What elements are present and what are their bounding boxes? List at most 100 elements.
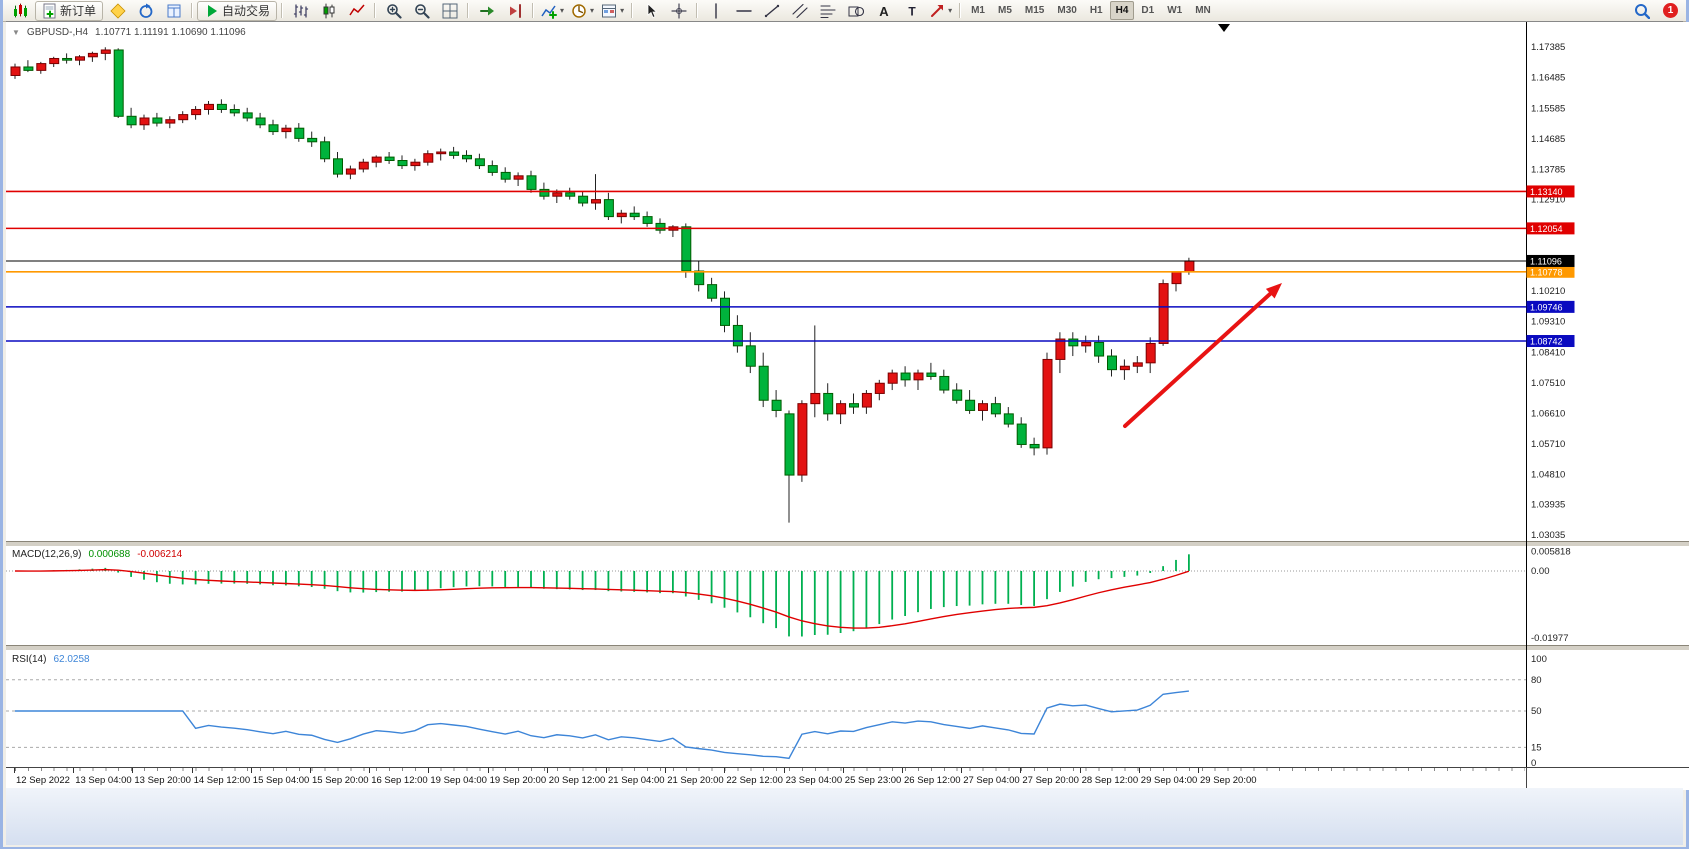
panel-divider[interactable] <box>6 645 1689 651</box>
zoom-out-button[interactable] <box>408 1 435 21</box>
data-window-button[interactable] <box>160 1 187 21</box>
candle <box>333 151 343 178</box>
one-click-trading-toggle[interactable]: ▼ <box>12 28 20 37</box>
timeframe-m5[interactable]: M5 <box>998 5 1012 16</box>
candle <box>526 170 537 193</box>
dropdown-caret[interactable]: ▾ <box>590 6 595 15</box>
time-axis-label: 15 Sep 04:00 <box>252 775 310 786</box>
panel-divider[interactable] <box>6 541 1689 547</box>
timeframe-mn[interactable]: MN <box>1195 5 1211 16</box>
autotrading-button[interactable]: 自动交易 <box>197 0 278 21</box>
dropdown-caret[interactable]: ▾ <box>620 6 625 15</box>
arrows-button[interactable]: ▾ <box>926 1 955 21</box>
candle <box>242 107 253 122</box>
time-axis-label: 29 Sep 04:00 <box>1140 775 1198 786</box>
candle <box>500 167 511 183</box>
candle <box>655 218 666 234</box>
candle <box>474 153 485 170</box>
tile-windows-button[interactable] <box>436 1 463 21</box>
horizontal-line-button[interactable] <box>730 1 757 21</box>
time-axis-label: 29 Sep 20:00 <box>1200 775 1257 786</box>
autotrading-icon <box>208 4 218 17</box>
chart-shift-button[interactable] <box>501 1 528 21</box>
svg-text:1.12054: 1.12054 <box>1530 224 1563 234</box>
label-button[interactable]: T <box>898 1 925 21</box>
candle <box>436 148 447 161</box>
chart-shift-icon <box>509 3 521 18</box>
time-axis-label: 27 Sep 04:00 <box>963 775 1020 786</box>
metaeditor-button[interactable] <box>104 1 131 21</box>
time-axis-tick <box>546 768 548 773</box>
timeframe-m15[interactable]: M15 <box>1024 5 1045 16</box>
time-axis-tick <box>606 768 607 773</box>
time-axis-tick <box>724 768 726 773</box>
candle <box>10 63 21 79</box>
timeframe-w1[interactable]: W1 <box>1167 5 1183 16</box>
indicators-button[interactable]: ▾ <box>538 1 567 21</box>
refresh-button[interactable] <box>132 1 159 21</box>
trendline-button[interactable] <box>758 1 785 21</box>
toolbar: 新订单 自动交易 ▾ ▾ ▾ A T ▾ M1 M5 M15 M30 H1 H4 D1 W1 MN 1 <box>3 0 1686 22</box>
templates-button[interactable]: ▾ <box>598 1 627 21</box>
templates-icon <box>602 4 617 17</box>
candle <box>49 56 60 67</box>
refresh-icon <box>139 3 152 18</box>
timeframe-d1[interactable]: D1 <box>1141 5 1155 16</box>
new_order-label: 新订单 <box>60 4 97 18</box>
dropdown-caret[interactable]: ▾ <box>948 6 953 15</box>
candle <box>900 366 911 387</box>
trend-arrow-object[interactable] <box>1123 283 1282 428</box>
search-button[interactable] <box>1628 1 1655 21</box>
vertical-line-icon <box>714 2 717 19</box>
candle <box>294 123 305 142</box>
svg-text:T: T <box>908 4 916 18</box>
autotrading-label: 自动交易 <box>222 4 271 18</box>
periods-button[interactable]: ▾ <box>568 1 597 21</box>
new-chart-button[interactable] <box>7 1 34 21</box>
time-axis-tick <box>1198 768 1199 773</box>
price-axis-label: 1.03035 <box>1531 530 1565 541</box>
time-axis-tick <box>369 768 371 773</box>
notifications-badge[interactable]: 1 <box>1663 3 1678 18</box>
toolbar-separator <box>281 3 284 18</box>
timeframe-m1[interactable]: M1 <box>971 5 985 16</box>
time-axis-tick <box>191 768 193 773</box>
toolbar-separator <box>631 3 634 18</box>
chart-canvas[interactable]: 1.17385 1.16485 1.15585 1.14685 1.13785 1.129… <box>6 22 1689 767</box>
crosshair-button[interactable] <box>665 1 692 21</box>
candlestick-chart-button[interactable] <box>315 1 342 21</box>
channel-button[interactable] <box>786 1 813 21</box>
time-axis-label: 13 Sep 20:00 <box>134 775 191 786</box>
chart-shift-marker[interactable] <box>1218 24 1230 32</box>
candle <box>1042 352 1053 455</box>
timeframe-h4[interactable]: H4 <box>1109 1 1135 20</box>
fibonacci-button[interactable] <box>814 1 841 21</box>
bar-chart-icon <box>293 3 308 18</box>
line-chart-button[interactable] <box>343 1 370 21</box>
auto-scroll-button[interactable] <box>473 1 500 21</box>
candle <box>487 160 498 176</box>
candle <box>216 99 227 113</box>
dropdown-caret[interactable]: ▾ <box>560 6 565 15</box>
candle <box>165 116 176 129</box>
vertical-line-button[interactable] <box>702 1 729 21</box>
new-order-button[interactable]: 新订单 <box>35 0 104 21</box>
zoom-out-icon <box>414 3 430 19</box>
horizontal-line-icon <box>735 9 752 12</box>
time-axis-label: 28 Sep 12:00 <box>1081 775 1139 786</box>
shapes-button[interactable] <box>842 1 869 21</box>
timeframe-m30[interactable]: M30 <box>1057 5 1077 16</box>
time-axis-tick <box>1020 768 1022 773</box>
text-button[interactable]: A <box>870 1 897 21</box>
rsi-axis-label: 50 <box>1531 706 1542 717</box>
price-badge: 1.10778 <box>1526 265 1575 278</box>
bar-chart-button[interactable] <box>287 1 314 21</box>
zoom-in-button[interactable] <box>380 1 407 21</box>
time-axis[interactable]: 12 Sep 2022 13 Sep 04:00 13 Sep 20:00 14 Se… <box>6 767 1689 790</box>
timeframe-h1[interactable]: H1 <box>1089 5 1103 16</box>
time-axis-label: 16 Sep 12:00 <box>371 775 428 786</box>
candle <box>410 158 421 171</box>
svg-text:1.11096: 1.11096 <box>1530 256 1562 266</box>
candle <box>978 400 988 421</box>
cursor-button[interactable] <box>637 1 664 21</box>
